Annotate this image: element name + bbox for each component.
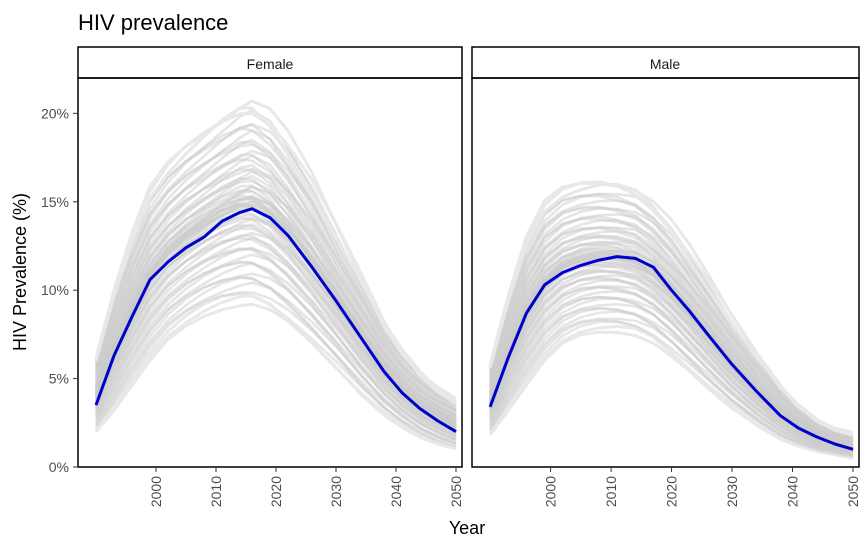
chart-title: HIV prevalence <box>78 10 228 35</box>
x-tick-label: 2020 <box>268 476 284 507</box>
simulation-line <box>94 302 457 451</box>
mean-line <box>94 207 457 433</box>
panel-female: Female 2000 2010 2020 2030 2040 2050 <box>77 46 464 507</box>
x-tick-label: 2020 <box>664 476 680 507</box>
x-tick-label: 2000 <box>148 476 164 507</box>
x-axis: 2000 2010 2020 2030 2040 2050 <box>148 467 464 507</box>
strip-label-female: Female <box>247 56 294 72</box>
mean-line-group <box>488 255 854 451</box>
strip-background <box>77 46 463 79</box>
x-axis-title: Year <box>449 518 485 538</box>
y-tick-label: 10% <box>41 282 69 298</box>
x-tick-label: 2050 <box>845 476 861 507</box>
y-axis-title: HIV Prevalence (%) <box>10 193 30 351</box>
y-axis: 0% 5% 10% 15% 20% <box>41 105 78 475</box>
x-tick-label: 2000 <box>543 476 559 507</box>
simulation-lines <box>488 180 854 460</box>
y-tick-label: 20% <box>41 105 69 121</box>
x-tick-label: 2010 <box>208 476 224 507</box>
x-tick-label: 2010 <box>603 476 619 507</box>
y-tick-label: 15% <box>41 194 69 210</box>
panel-border <box>77 77 463 468</box>
simulation-lines <box>94 99 457 451</box>
simulation-line <box>94 99 457 400</box>
simulation-line <box>488 194 854 437</box>
simulation-line <box>488 181 854 434</box>
strip-background <box>471 46 860 79</box>
x-tick-label: 2040 <box>388 476 404 507</box>
simulation-line <box>94 281 457 445</box>
y-tick-label: 0% <box>49 459 69 475</box>
x-tick-label: 2040 <box>785 476 801 507</box>
simulation-line <box>94 272 457 443</box>
simulation-line <box>489 307 854 456</box>
x-tick-label: 2030 <box>724 476 740 507</box>
strip-label-male: Male <box>650 56 681 72</box>
simulation-line <box>488 330 854 460</box>
x-tick-label: 2050 <box>448 476 464 507</box>
y-tick-label: 5% <box>49 371 69 387</box>
mean-line <box>488 255 854 451</box>
x-tick-label: 2030 <box>328 476 344 507</box>
mean-line-group <box>94 207 457 433</box>
panel-border <box>471 77 860 468</box>
x-axis: 2000 2010 2020 2030 2040 2050 <box>543 467 861 507</box>
panel-male: Male 2000 2010 2020 2030 2040 2050 <box>471 46 861 507</box>
